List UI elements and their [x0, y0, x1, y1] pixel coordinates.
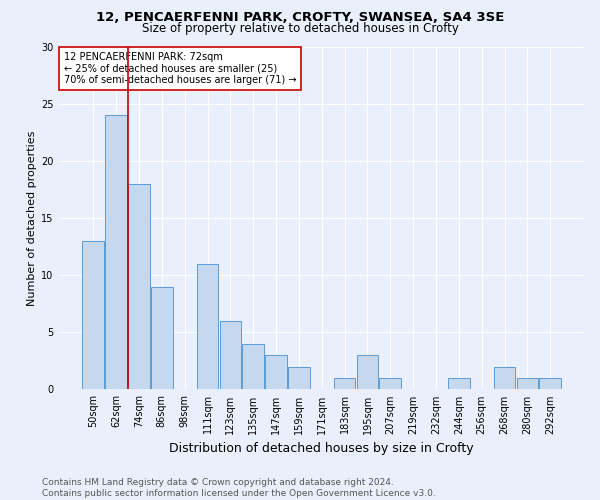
Bar — [539, 378, 561, 390]
Bar — [197, 264, 218, 390]
Bar — [220, 321, 241, 390]
Bar — [82, 241, 104, 390]
Bar — [517, 378, 538, 390]
Bar — [494, 366, 515, 390]
Text: Size of property relative to detached houses in Crofty: Size of property relative to detached ho… — [142, 22, 458, 35]
Bar — [356, 355, 379, 390]
Y-axis label: Number of detached properties: Number of detached properties — [27, 130, 37, 306]
Bar — [151, 286, 173, 390]
Text: 12, PENCAERFENNI PARK, CROFTY, SWANSEA, SA4 3SE: 12, PENCAERFENNI PARK, CROFTY, SWANSEA, … — [96, 11, 504, 24]
Bar — [242, 344, 264, 390]
Text: 12 PENCAERFENNI PARK: 72sqm
← 25% of detached houses are smaller (25)
70% of sem: 12 PENCAERFENNI PARK: 72sqm ← 25% of det… — [64, 52, 296, 85]
Bar — [128, 184, 150, 390]
Bar — [288, 366, 310, 390]
Bar — [106, 115, 127, 390]
Bar — [334, 378, 355, 390]
Text: Contains HM Land Registry data © Crown copyright and database right 2024.
Contai: Contains HM Land Registry data © Crown c… — [42, 478, 436, 498]
Bar — [448, 378, 470, 390]
Bar — [265, 355, 287, 390]
Bar — [379, 378, 401, 390]
X-axis label: Distribution of detached houses by size in Crofty: Distribution of detached houses by size … — [169, 442, 474, 455]
